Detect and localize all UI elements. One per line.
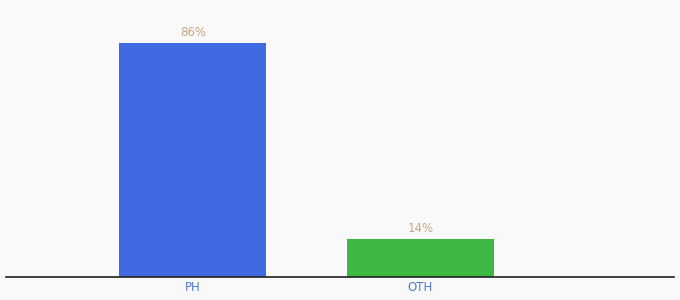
Bar xyxy=(347,238,494,277)
Bar xyxy=(119,44,267,277)
Text: 14%: 14% xyxy=(407,222,433,235)
Text: 86%: 86% xyxy=(180,26,206,39)
